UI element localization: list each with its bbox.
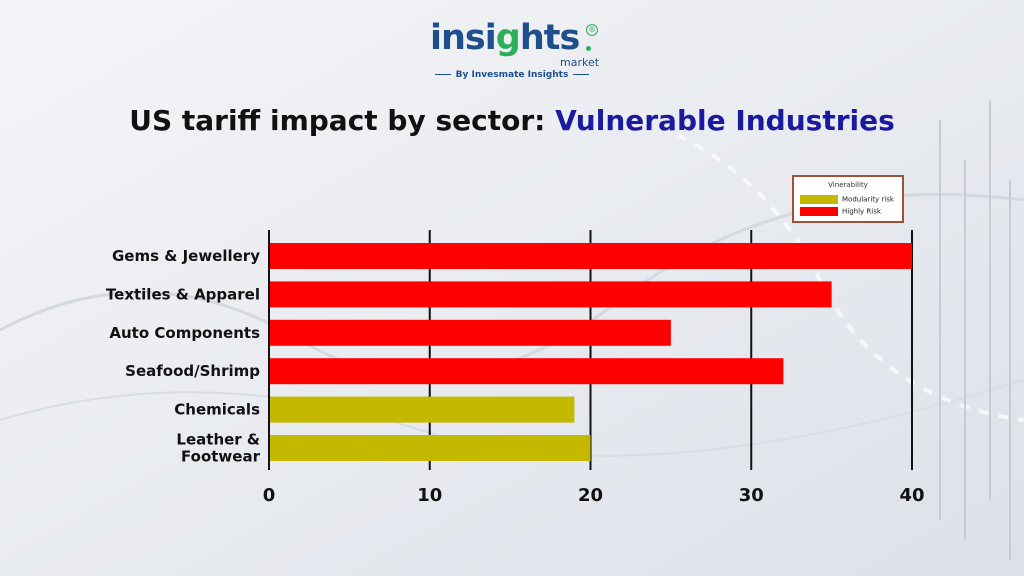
bar-4 xyxy=(269,396,575,423)
brand-sub: market xyxy=(560,56,600,69)
x-tick-label-20: 20 xyxy=(578,485,603,506)
chart-title: US tariff impact by sector: Vulnerable I… xyxy=(0,104,1024,137)
bar-2 xyxy=(269,319,671,346)
category-label-line: Chemicals xyxy=(174,401,260,419)
category-label-4: Chemicals xyxy=(174,401,260,419)
category-label-5: Leather & Footwear xyxy=(176,431,260,466)
category-label-line: Textiles & Apparel xyxy=(106,285,260,303)
category-label-3: Seafood/Shrimp xyxy=(125,362,260,380)
bar-1 xyxy=(269,281,832,308)
x-tick-label-0: 0 xyxy=(263,485,276,506)
category-label-line: Auto Components xyxy=(109,324,260,342)
brand-wordmark: insights xyxy=(430,18,580,58)
chart-title-accent: Vulnerable Industries xyxy=(555,104,895,137)
brand-name-part1: insi xyxy=(430,18,497,58)
bar-0 xyxy=(269,243,912,269)
legend-label-modularity: Modularity risk xyxy=(842,195,894,204)
brand-logo: insights ® market By Invesmate Insights xyxy=(400,18,624,86)
legend-entry-highly: Highly Risk xyxy=(800,207,881,217)
category-label-line: Footwear xyxy=(181,448,261,466)
category-label-line: Seafood/Shrimp xyxy=(125,362,260,380)
bar-3 xyxy=(269,358,784,385)
x-tick-label-10: 10 xyxy=(417,485,442,506)
legend-swatch-modularity xyxy=(800,195,838,204)
registered-mark: ® xyxy=(586,24,598,36)
category-label-0: Gems & Jewellery xyxy=(112,247,260,265)
legend-swatch-highly xyxy=(800,207,838,216)
legend-entry-modularity: Modularity risk xyxy=(800,195,894,205)
brand-by-line: By Invesmate Insights xyxy=(400,70,624,80)
chart-legend: Vinerability Modularity risk Highly Risk xyxy=(792,175,904,223)
category-label-line: Leather & xyxy=(176,431,260,449)
legend-title: Vinerability xyxy=(828,181,868,189)
x-tick-label-30: 30 xyxy=(739,485,764,506)
bar-5 xyxy=(269,435,591,461)
x-tick-label-40: 40 xyxy=(899,485,924,506)
category-label-2: Auto Components xyxy=(109,324,260,342)
legend-label-highly: Highly Risk xyxy=(842,207,881,216)
brand-name-part3: hts xyxy=(519,18,580,58)
brand-dot-icon xyxy=(586,46,591,51)
brand-name-part2: g xyxy=(495,18,521,58)
chart-title-main: US tariff impact by sector: xyxy=(129,104,556,137)
category-label-line: Gems & Jewellery xyxy=(112,247,260,265)
category-label-1: Textiles & Apparel xyxy=(106,285,260,303)
